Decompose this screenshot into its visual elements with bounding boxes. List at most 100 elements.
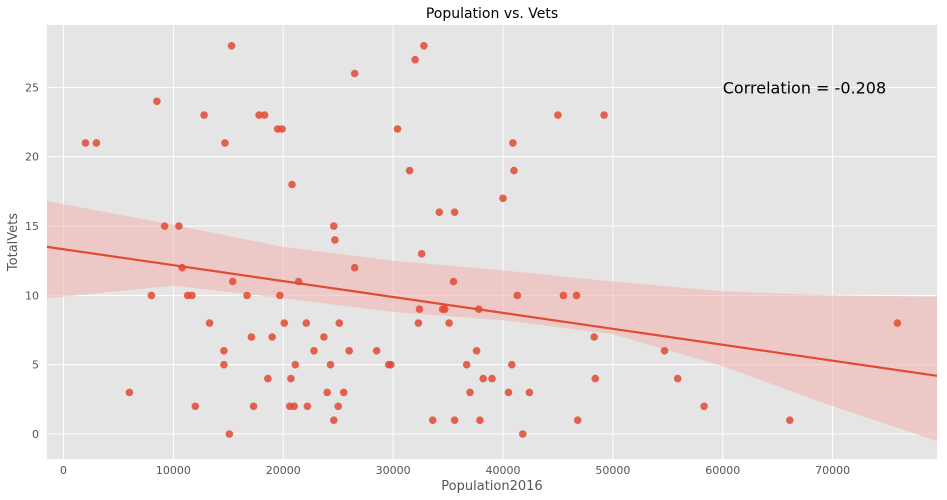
data-point: [462, 360, 471, 369]
data-point: [519, 430, 527, 438]
y-tick-label: 15: [25, 220, 39, 233]
data-point: [200, 111, 208, 119]
x-tick-label: 70000: [815, 464, 850, 477]
confidence-band: [47, 201, 937, 441]
data-point: [405, 166, 414, 175]
data-point: [509, 139, 517, 147]
data-point: [280, 319, 289, 327]
data-point: [339, 388, 348, 397]
data-point: [510, 166, 518, 175]
data-point: [276, 291, 284, 300]
x-tick-label: 40000: [485, 464, 520, 477]
data-point: [893, 319, 902, 327]
data-point: [572, 291, 581, 300]
data-point: [513, 291, 522, 300]
data-point: [479, 374, 488, 383]
data-point: [288, 180, 296, 189]
data-point: [268, 333, 277, 341]
data-point: [303, 402, 312, 411]
data-point: [205, 319, 214, 327]
data-point: [125, 388, 134, 397]
data-point: [188, 291, 196, 300]
data-point: [420, 42, 428, 50]
data-point: [786, 416, 794, 425]
data-point: [466, 388, 474, 397]
y-tick-labels: 0 5 10 15 20 25: [25, 81, 39, 441]
data-point: [326, 360, 335, 369]
regression-line: [46, 245, 938, 377]
y-tick-label: 5: [32, 359, 39, 372]
data-point: [428, 416, 437, 425]
data-point: [476, 416, 484, 425]
data-point: [559, 291, 568, 300]
data-point: [331, 236, 339, 244]
data-point: [81, 139, 90, 147]
data-point: [590, 333, 598, 341]
data-point: [591, 374, 600, 383]
data-point: [334, 402, 343, 411]
data-point: [350, 263, 359, 272]
data-point: [435, 208, 444, 216]
data-point: [310, 347, 318, 355]
y-tick-label: 25: [25, 81, 39, 94]
data-point: [302, 319, 311, 327]
data-point: [175, 222, 183, 230]
data-point: [441, 305, 449, 314]
data-point: [191, 402, 200, 411]
regression-line-layer: [46, 245, 938, 377]
x-tick-label: 30000: [376, 464, 411, 477]
data-point: [372, 347, 381, 355]
x-tick-labels: 0 10000 20000 30000 40000 50000 60000 70000: [60, 464, 850, 477]
x-axis-label: Population2016: [441, 479, 542, 494]
data-point: [92, 139, 101, 147]
data-point: [255, 111, 263, 119]
data-point: [508, 360, 516, 369]
data-point: [700, 402, 708, 411]
data-point: [450, 416, 459, 425]
data-point: [335, 319, 344, 327]
data-point: [504, 388, 513, 397]
data-point: [417, 250, 426, 258]
data-point: [414, 319, 423, 327]
data-point: [228, 277, 237, 286]
data-point: [387, 360, 395, 369]
data-point: [290, 402, 299, 411]
x-tick-label: 10000: [156, 464, 191, 477]
data-point: [220, 360, 228, 369]
data-point: [345, 347, 354, 355]
data-point: [249, 402, 258, 411]
data-point: [330, 416, 338, 425]
data-point: [660, 347, 669, 355]
confidence-band-layer: [47, 201, 937, 441]
data-point: [488, 374, 496, 383]
correlation-annotation: Correlation = -0.208: [723, 78, 886, 97]
data-point: [243, 291, 251, 300]
data-point: [147, 291, 156, 300]
data-point: [320, 333, 328, 341]
y-tick-label: 10: [25, 289, 39, 302]
data-point: [220, 347, 228, 355]
data-point: [554, 111, 562, 119]
data-point: [350, 69, 359, 78]
points-layer: [81, 42, 902, 438]
data-point: [330, 222, 338, 230]
data-point: [260, 111, 269, 119]
data-point: [472, 347, 481, 355]
data-point: [291, 360, 300, 369]
y-tick-label: 0: [32, 428, 39, 441]
y-axis-label: TotalVets: [6, 213, 21, 272]
x-tick-label: 50000: [595, 464, 630, 477]
data-point: [227, 42, 236, 50]
x-tick-label: 0: [60, 464, 67, 477]
data-point: [287, 374, 295, 383]
x-tick-label: 20000: [266, 464, 301, 477]
data-point: [499, 194, 507, 203]
chart-title: Population vs. Vets: [426, 6, 558, 22]
data-point: [160, 222, 169, 230]
data-point: [393, 125, 402, 133]
data-point: [264, 374, 272, 383]
data-point: [225, 430, 234, 438]
data-point: [673, 374, 682, 383]
x-tick-label: 60000: [705, 464, 740, 477]
